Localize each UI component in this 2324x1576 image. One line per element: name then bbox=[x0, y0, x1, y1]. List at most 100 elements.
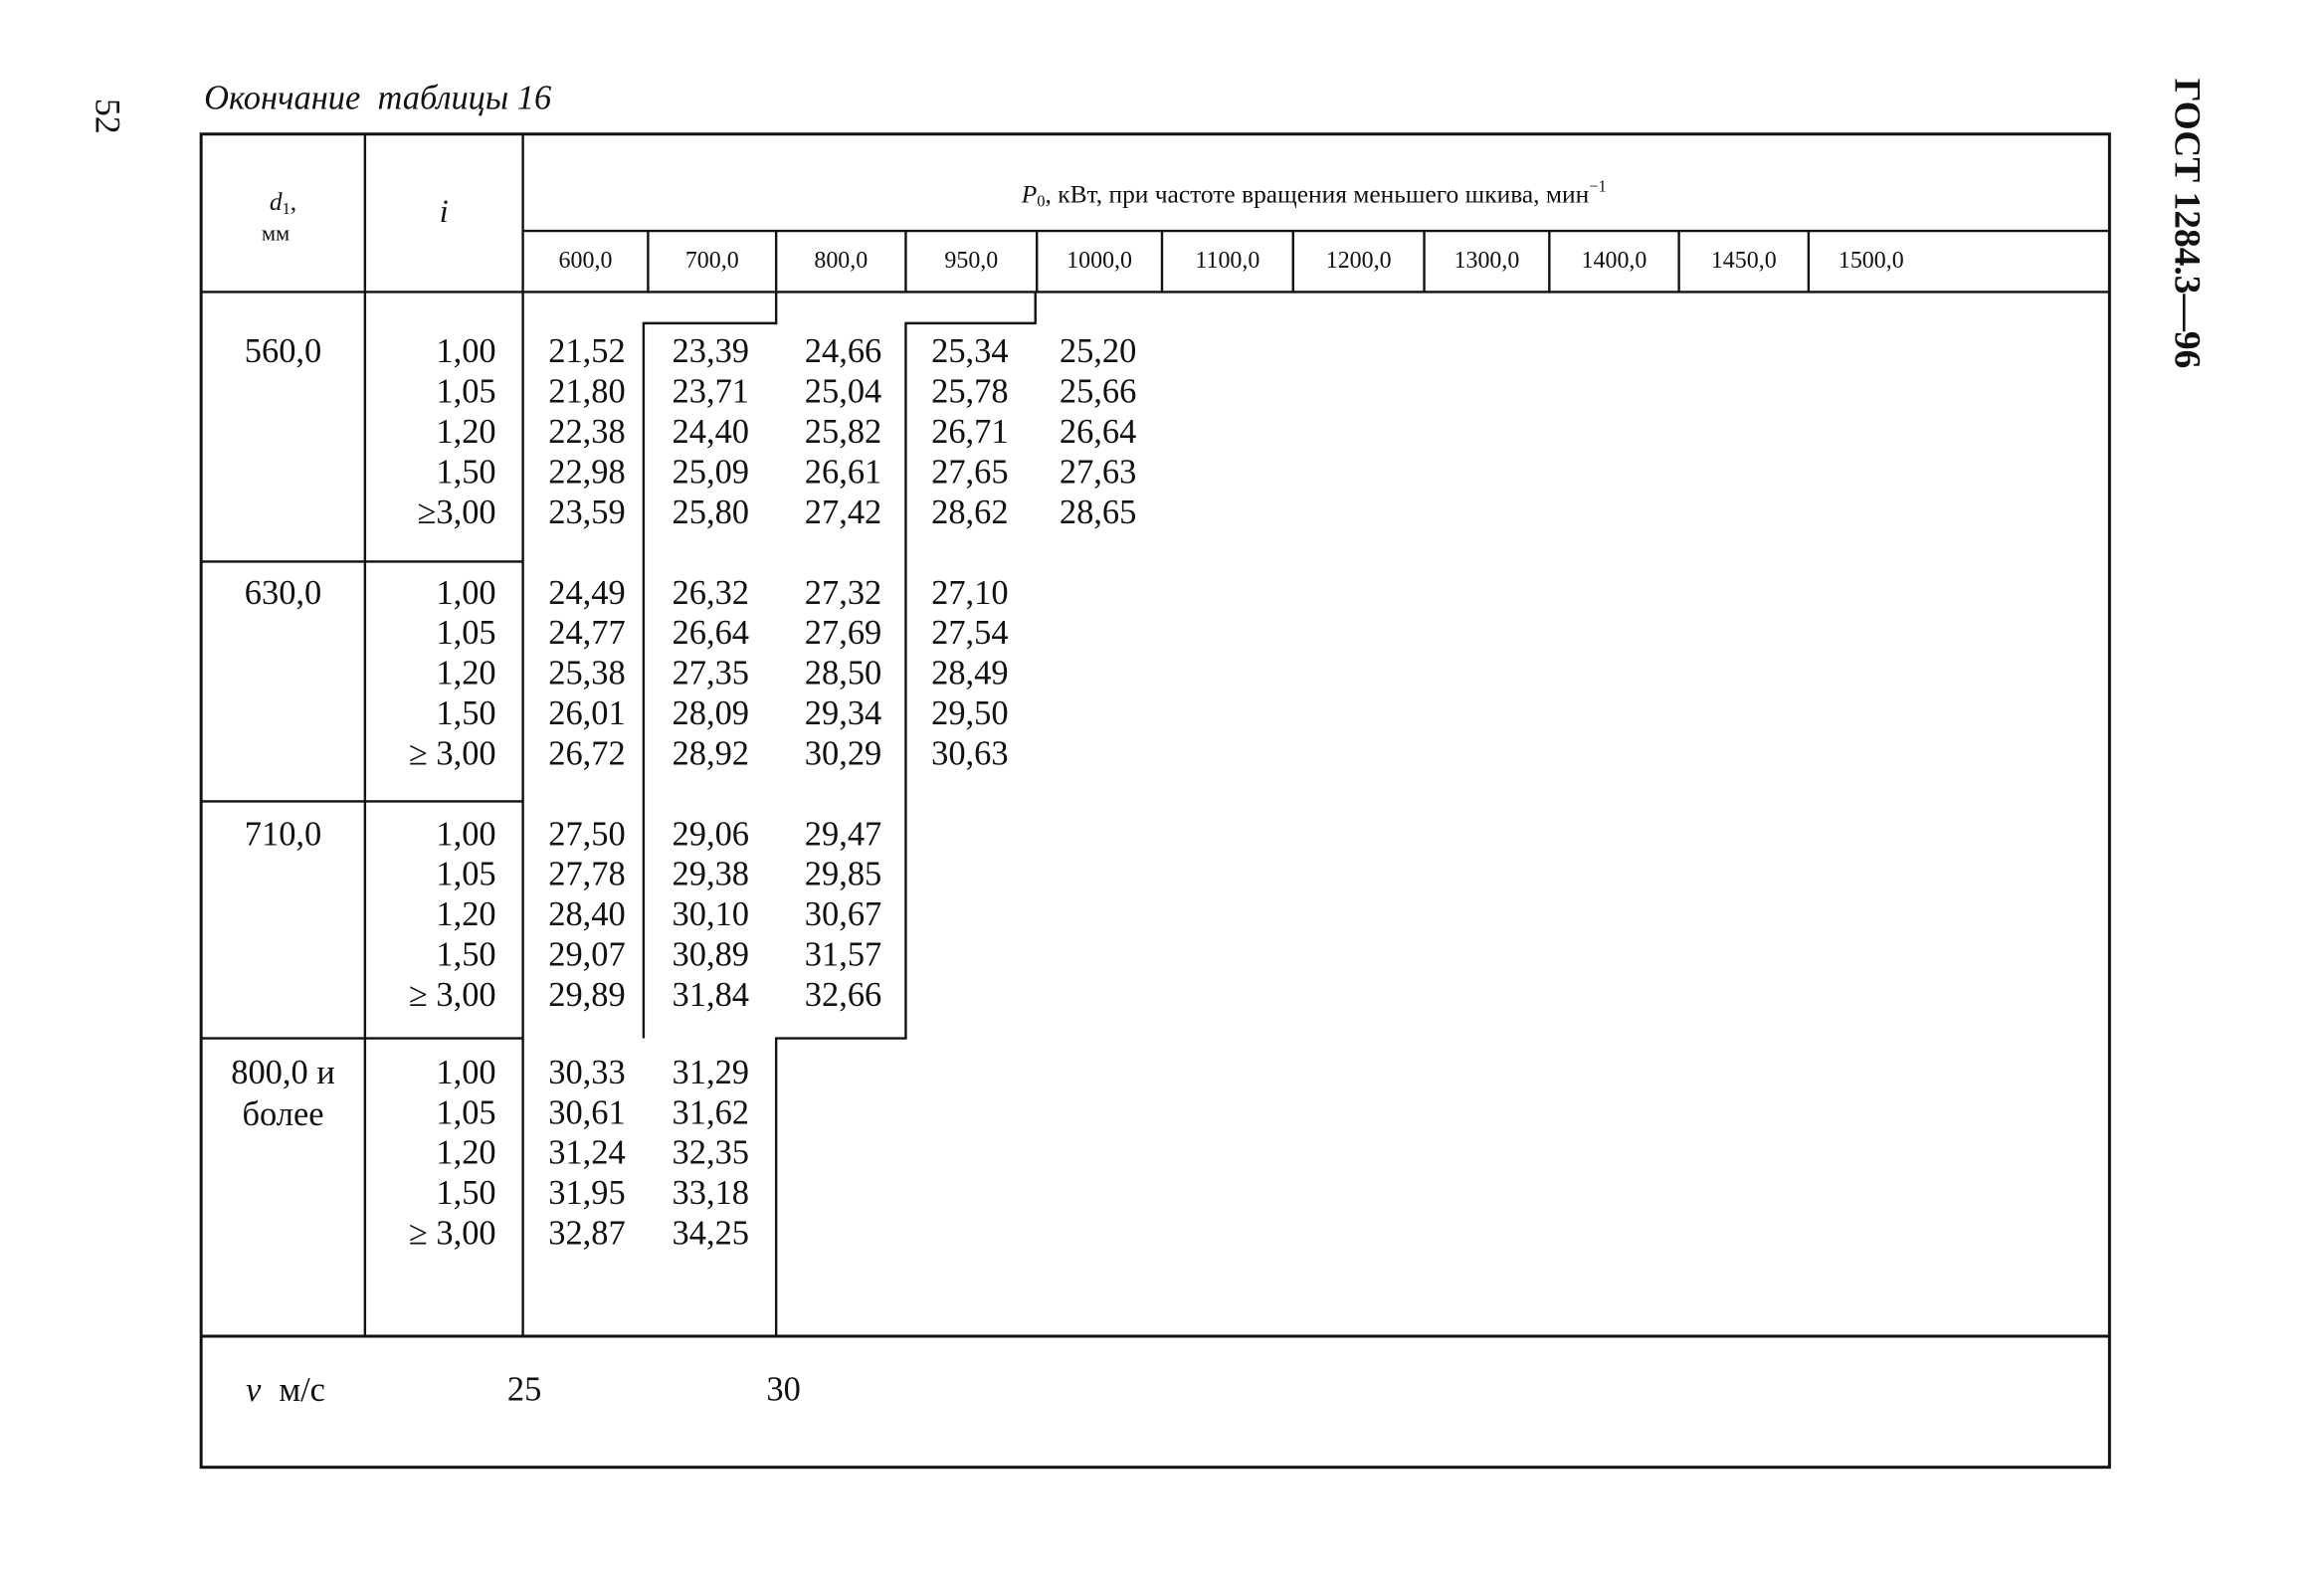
header-col-rules bbox=[647, 231, 1811, 293]
i-value: 1,50 bbox=[436, 454, 495, 492]
i-value: 1,20 bbox=[436, 655, 495, 692]
power-value: 29,38 bbox=[673, 856, 749, 893]
power-value: 25,09 bbox=[673, 454, 749, 492]
frequency: 800,0 bbox=[814, 248, 868, 274]
power-value: 30,33 bbox=[548, 1054, 625, 1091]
p-symbol: P bbox=[1021, 179, 1038, 208]
footer-unit: м/с bbox=[279, 1371, 325, 1409]
speed-value: 25 bbox=[507, 1371, 541, 1409]
d-punct: , bbox=[290, 187, 296, 216]
d-value: 710,0 bbox=[245, 815, 321, 853]
i-value: ≥ 3,00 bbox=[409, 734, 496, 772]
power-value: 24,40 bbox=[673, 413, 749, 451]
power-value: 30,89 bbox=[673, 936, 749, 974]
power-value: 25,82 bbox=[805, 413, 881, 451]
power-value: 26,61 bbox=[805, 454, 881, 492]
power-value: 25,80 bbox=[673, 493, 749, 531]
power-value: 29,89 bbox=[548, 976, 625, 1014]
power-value: 27,35 bbox=[673, 655, 749, 692]
power-value: 31,57 bbox=[805, 936, 881, 974]
power-value: 34,25 bbox=[673, 1215, 749, 1253]
power-value: 27,78 bbox=[548, 856, 625, 893]
power-value: 31,95 bbox=[548, 1174, 625, 1212]
frequency: 600,0 bbox=[559, 248, 613, 274]
i-value: 1,05 bbox=[436, 856, 495, 893]
i-value: ≥ 3,00 bbox=[409, 1215, 496, 1253]
power-value: 25,20 bbox=[1060, 332, 1136, 370]
p-text: , кВт, при частоте вращения меньшего шки… bbox=[1045, 179, 1589, 208]
power-value: 25,78 bbox=[931, 373, 1008, 411]
power-value: 33,18 bbox=[673, 1174, 749, 1212]
footer-label: v м/с bbox=[246, 1371, 325, 1409]
power-value: 22,38 bbox=[548, 413, 625, 451]
i-value: 1,50 bbox=[436, 936, 495, 974]
power-value: 28,49 bbox=[931, 655, 1008, 692]
d-value: 800,0 и bbox=[231, 1054, 334, 1091]
power-value: 27,54 bbox=[931, 614, 1008, 652]
power-value: 26,72 bbox=[548, 734, 625, 772]
caption: Окончание таблицы 16 bbox=[204, 80, 552, 117]
power-value: 22,98 bbox=[548, 454, 625, 492]
d-header: d1, bbox=[270, 187, 296, 218]
power-value: 30,29 bbox=[805, 734, 881, 772]
power-value: 31,62 bbox=[673, 1093, 749, 1131]
power-value: 27,42 bbox=[805, 493, 881, 531]
d-value: более bbox=[243, 1095, 324, 1133]
i-value: 1,00 bbox=[436, 332, 495, 370]
power-value: 31,24 bbox=[548, 1134, 625, 1172]
power-value: 32,87 bbox=[548, 1215, 625, 1253]
power-value: 30,10 bbox=[673, 895, 749, 933]
p-header: P0, кВт, при частоте вращения меньшего ш… bbox=[1021, 176, 1607, 210]
p-superscript: −1 bbox=[1589, 176, 1607, 195]
power-value: 31,84 bbox=[673, 976, 749, 1014]
power-value: 27,69 bbox=[805, 614, 881, 652]
i-value: 1,20 bbox=[436, 895, 495, 933]
power-value: 30,63 bbox=[931, 734, 1008, 772]
power-value: 26,32 bbox=[673, 574, 749, 612]
power-value: 23,39 bbox=[673, 332, 749, 370]
power-value: 25,66 bbox=[1060, 373, 1136, 411]
d-unit: мм bbox=[262, 221, 290, 246]
running-head: ГОСТ 1284.3—96 bbox=[2167, 79, 2208, 369]
power-value: 24,77 bbox=[548, 614, 625, 652]
i-value: 1,50 bbox=[436, 1174, 495, 1212]
d-symbol: d bbox=[270, 187, 283, 216]
frequency: 700,0 bbox=[685, 248, 739, 274]
frequency: 1300,0 bbox=[1454, 248, 1520, 274]
power-value: 26,64 bbox=[1060, 413, 1136, 451]
power-value: 28,62 bbox=[931, 493, 1008, 531]
i-value: ≥ 3,00 bbox=[409, 976, 496, 1014]
zone-boundary bbox=[642, 292, 778, 1039]
power-value: 24,66 bbox=[805, 332, 881, 370]
i-value: 1,00 bbox=[436, 574, 495, 612]
i-value: ≥3,00 bbox=[417, 493, 495, 531]
power-value: 29,07 bbox=[548, 936, 625, 974]
power-value: 21,80 bbox=[548, 373, 625, 411]
power-value: 26,71 bbox=[931, 413, 1008, 451]
power-value: 28,92 bbox=[673, 734, 749, 772]
power-value: 25,04 bbox=[805, 373, 881, 411]
power-value: 29,34 bbox=[805, 694, 881, 732]
power-value: 28,65 bbox=[1060, 493, 1136, 531]
i-value: 1,05 bbox=[436, 614, 495, 652]
power-value: 27,50 bbox=[548, 815, 625, 853]
table-rules bbox=[199, 132, 2111, 1470]
power-value: 23,59 bbox=[548, 493, 625, 531]
i-header: i bbox=[440, 194, 449, 230]
power-value: 27,32 bbox=[805, 574, 881, 612]
i-value: 1,05 bbox=[436, 373, 495, 411]
power-value: 29,50 bbox=[931, 694, 1008, 732]
power-value: 29,85 bbox=[805, 856, 881, 893]
power-value: 26,64 bbox=[673, 614, 749, 652]
i-value: 1,00 bbox=[436, 1054, 495, 1091]
power-value: 26,01 bbox=[548, 694, 625, 732]
frequency: 950,0 bbox=[944, 248, 998, 274]
power-value: 32,35 bbox=[673, 1134, 749, 1172]
i-value: 1,50 bbox=[436, 694, 495, 732]
power-value: 28,50 bbox=[805, 655, 881, 692]
power-value: 23,71 bbox=[673, 373, 749, 411]
d-value: 560,0 bbox=[245, 332, 321, 370]
i-value: 1,05 bbox=[436, 1093, 495, 1131]
